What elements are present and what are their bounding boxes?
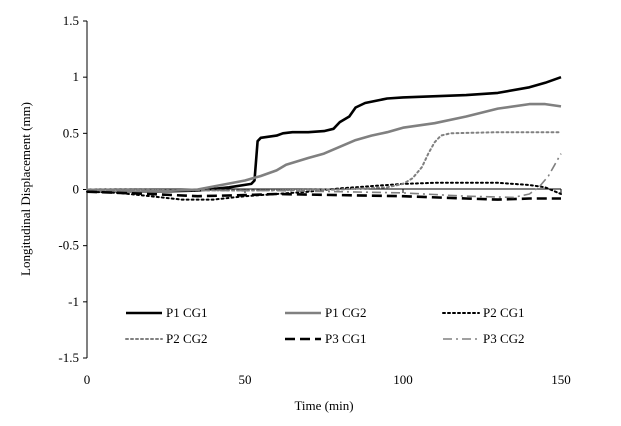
y-tick-label: -1.5 <box>58 350 79 365</box>
y-tick-label: 1.5 <box>63 13 79 28</box>
y-tick-label: -0.5 <box>58 238 79 253</box>
series-line-p1-cg2 <box>87 102 562 193</box>
legend-label: P3 CG1 <box>325 331 367 346</box>
series-lines <box>86 75 562 201</box>
legend-label: P2 CG1 <box>483 305 525 320</box>
x-tick-label: 50 <box>239 372 252 387</box>
legend-label: P2 CG2 <box>166 331 208 346</box>
y-tick-label: 0.5 <box>63 125 79 140</box>
y-axis-title: Longitudinal Displacement (mm) <box>18 102 33 276</box>
series-line-p3-cg2 <box>86 153 562 199</box>
chart-legend: P1 CG1 P1 CG2 P2 CG1 P2 CG2 P3 CG1 P3 CG2 <box>125 305 525 346</box>
y-tick-label: 0 <box>73 182 80 197</box>
legend-label: P3 CG2 <box>483 331 525 346</box>
series-line-p2-cg2 <box>86 131 562 192</box>
y-axis-ticks: -1.5 -1 -0.5 0 0.5 1 1.5 <box>58 13 87 365</box>
plot-area: -1.5 -1 -0.5 0 0.5 1 1.5 0 50 100 150 <box>58 13 570 387</box>
series-line-p3-cg1 <box>86 190 561 201</box>
x-axis-ticks: 0 50 100 150 <box>84 189 571 387</box>
x-axis-title: Time (min) <box>294 398 353 413</box>
x-tick-label: 100 <box>393 372 413 387</box>
x-tick-label: 0 <box>84 372 91 387</box>
series-line-p1-cg1 <box>87 75 562 193</box>
x-tick-label: 150 <box>551 372 571 387</box>
y-tick-label: 1 <box>73 69 80 84</box>
legend-label: P1 CG1 <box>166 305 208 320</box>
y-tick-label: -1 <box>68 294 79 309</box>
legend-label: P1 CG2 <box>325 305 367 320</box>
series-line-p2-cg1 <box>86 181 562 201</box>
